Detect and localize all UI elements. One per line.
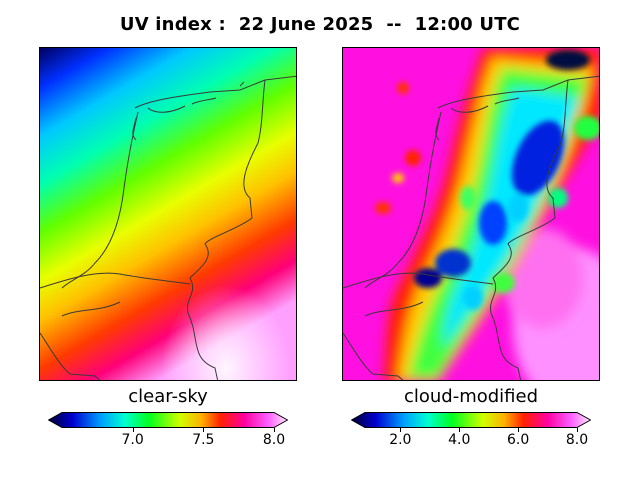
cloud-modified-label: cloud-modified <box>403 386 539 407</box>
colorbar-tick-label: 2.0 <box>389 432 412 448</box>
coastline-border-lines <box>40 75 296 380</box>
clear-sky-label: clear-sky <box>128 386 208 407</box>
colorbar-tick-label: 7.0 <box>121 432 144 448</box>
colorbar-tick-mark <box>203 428 205 432</box>
colorbar-tick-mark <box>577 428 578 432</box>
clear-sky-map <box>39 47 297 381</box>
colorbar-tick-label: 8.0 <box>262 432 286 448</box>
colorbar-tick-label: 7.5 <box>192 432 215 448</box>
colorbar-tick-label: 6.0 <box>506 432 530 448</box>
colorbar-tick-mark <box>132 428 134 432</box>
clear-sky-colorbar <box>48 412 288 428</box>
colorbar-tick-label: 8.0 <box>565 432 589 448</box>
colorbar-tick-mark <box>518 428 520 432</box>
cloud-modified-colorbar <box>351 412 591 428</box>
colorbar-tick-mark <box>400 428 402 432</box>
figure-title: UV index : 22 June 2025 -- 12:00 UTC <box>119 14 521 35</box>
colorbar-tick-mark <box>459 428 461 432</box>
cloud-modified-map <box>342 47 600 381</box>
coastline-border-lines <box>343 75 599 380</box>
colorbar-tick-mark <box>274 428 275 432</box>
colorbar-tick-label: 4.0 <box>448 432 471 448</box>
